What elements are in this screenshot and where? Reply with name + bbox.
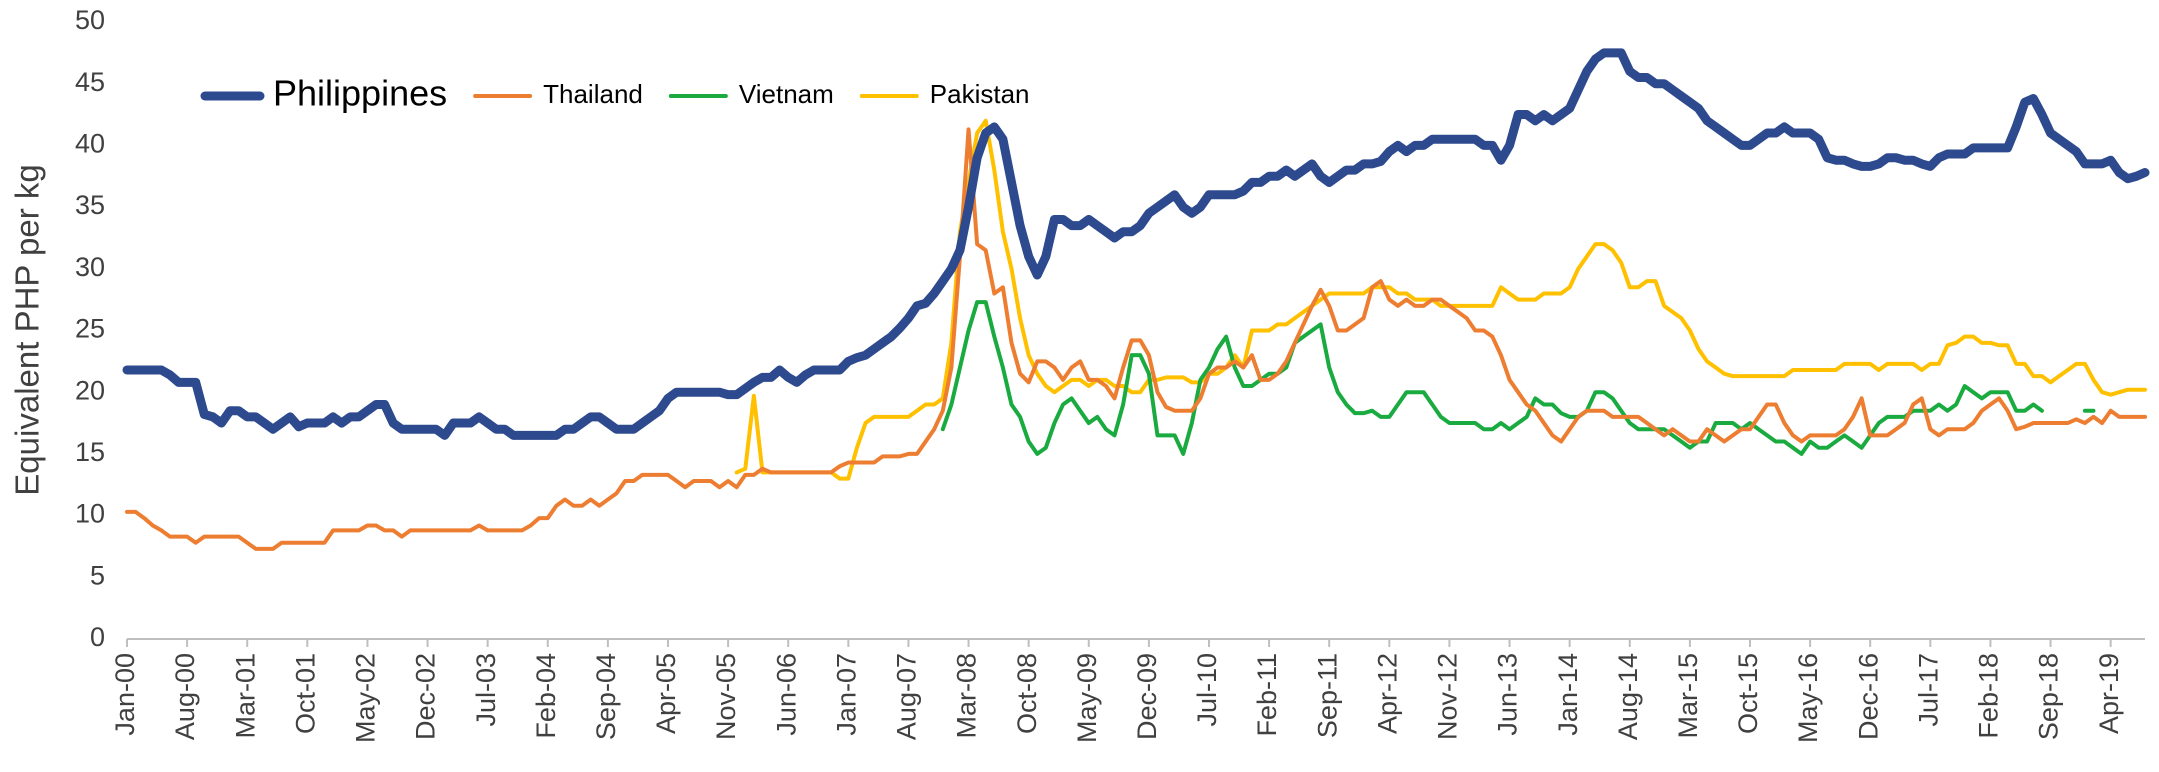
- x-tick-label: Feb-04: [531, 653, 561, 739]
- y-tick-label: 0: [90, 622, 105, 652]
- x-tick-label: Jan-14: [1553, 653, 1583, 736]
- x-tick-label: Mar-15: [1673, 653, 1703, 739]
- legend-label: Pakistan: [930, 79, 1030, 109]
- x-tick-label: Feb-18: [1974, 653, 2004, 739]
- line-series: [125, 127, 2147, 551]
- x-tick-label: Jul-10: [1192, 653, 1222, 727]
- x-tick-label: Feb-11: [1252, 653, 1282, 737]
- y-tick-label: 30: [75, 252, 105, 282]
- x-tick-label: Dec-09: [1132, 653, 1162, 740]
- x-tick-label: Sep-18: [2034, 653, 2064, 740]
- x-tick-label: Dec-16: [1853, 653, 1883, 740]
- x-tick-label: Jan-00: [110, 653, 140, 736]
- line-series: [940, 300, 2096, 456]
- x-tick-label: Oct-01: [290, 653, 320, 734]
- x-tick-label: Jun-06: [771, 653, 801, 736]
- y-tick-label: 5: [90, 560, 105, 590]
- x-tick-label: Oct-08: [1012, 653, 1042, 734]
- x-tick-label: Jan-07: [831, 653, 861, 736]
- x-tick-label: Sep-11: [1312, 653, 1342, 738]
- legend-label: Thailand: [543, 79, 643, 109]
- y-tick-label: 35: [75, 190, 105, 220]
- y-axis-label: Equivalent PHP per kg: [9, 164, 46, 495]
- x-tick-label: Nov-12: [1433, 653, 1463, 740]
- x-tick-label: Jul-03: [471, 653, 501, 727]
- x-tick-label: Jul-17: [1913, 653, 1943, 727]
- x-tick-label: Mar-01: [230, 653, 260, 739]
- x-tick-label: Aug-00: [170, 653, 200, 740]
- x-tick-label: Sep-04: [591, 653, 621, 740]
- x-tick-label: Nov-05: [711, 653, 741, 740]
- x-tick-label: Apr-12: [1372, 653, 1402, 734]
- y-tick-label: 50: [75, 5, 105, 35]
- legend-label: Vietnam: [739, 79, 834, 109]
- y-tick-label: 40: [75, 129, 105, 159]
- x-tick-label: Apr-19: [2094, 653, 2124, 734]
- x-tick-label: Jun-13: [1493, 653, 1523, 736]
- x-tick-label: Oct-15: [1733, 653, 1763, 734]
- legend-label: Philippines: [273, 73, 447, 114]
- x-tick-label: May-02: [351, 653, 381, 743]
- x-tick-label: Apr-05: [651, 653, 681, 734]
- x-tick-label: Dec-02: [411, 653, 441, 740]
- x-tick-label: May-16: [1793, 653, 1823, 743]
- y-tick-label: 45: [75, 67, 105, 97]
- y-tick-label: 20: [75, 375, 105, 405]
- y-tick-label: 10: [75, 499, 105, 529]
- y-tick-label: 25: [75, 314, 105, 344]
- x-tick-label: Aug-07: [892, 653, 922, 740]
- x-tick-label: May-09: [1072, 653, 1102, 743]
- x-tick-label: Mar-08: [952, 653, 982, 739]
- y-tick-label: 15: [75, 437, 105, 467]
- line-series: [122, 48, 2150, 440]
- x-tick-label: Aug-14: [1613, 653, 1643, 740]
